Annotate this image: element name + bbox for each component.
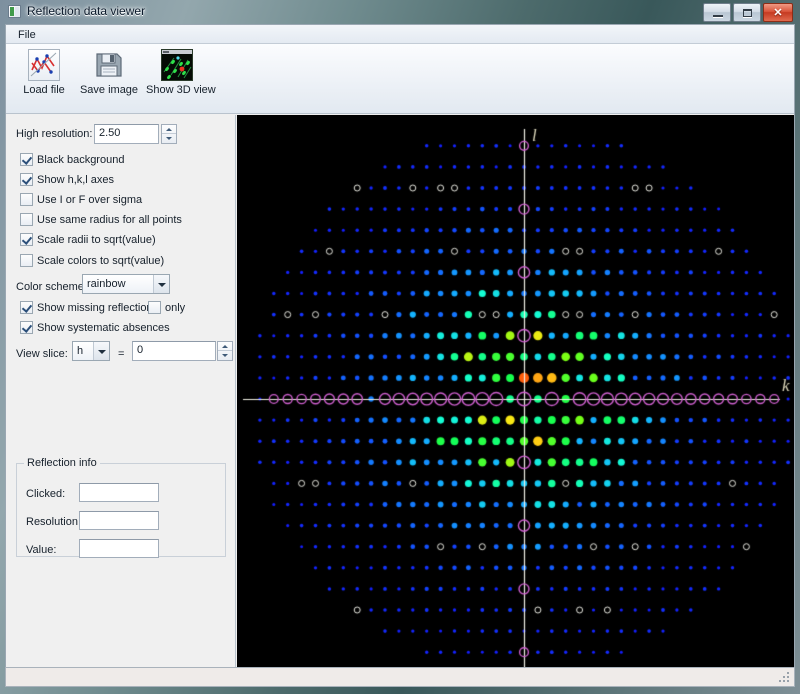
label-use-i-or-f-over-sigma: Use I or F over sigma: [37, 194, 143, 206]
maximize-button[interactable]: [733, 3, 761, 22]
checkbox-use-same-radius[interactable]: [20, 213, 33, 226]
slice-stepper-down-icon[interactable]: [218, 351, 232, 360]
label-scale-radii-sqrt: Scale radii to sqrt(value): [37, 234, 156, 246]
checkbox-show-missing-reflections[interactable]: [20, 301, 33, 314]
show-3d-view-icon: [161, 49, 193, 81]
label-show-missing-reflections: Show missing reflections: [37, 302, 159, 314]
stepper-up-icon[interactable]: [162, 125, 176, 134]
reflection-info-title: Reflection info: [24, 457, 100, 469]
minimize-icon: [713, 15, 723, 17]
toolbar: Load file Save image: [6, 44, 794, 114]
chevron-down-icon-axis[interactable]: [93, 342, 109, 360]
checkbox-scale-radii-sqrt[interactable]: [20, 233, 33, 246]
minimize-button[interactable]: [703, 3, 731, 22]
menu-bar: File: [6, 25, 794, 44]
title-bar: Reflection data viewer ✕: [0, 0, 800, 23]
checkbox-show-hkl-axes[interactable]: [20, 173, 33, 186]
status-bar: [5, 667, 795, 687]
save-image-icon: [93, 49, 125, 81]
save-image-button[interactable]: Save image: [78, 49, 140, 96]
maximize-icon: [743, 9, 752, 17]
reflection-plot-area[interactable]: [237, 115, 794, 683]
show-3d-view-label: Show 3D view: [146, 84, 216, 96]
save-image-label: Save image: [79, 84, 139, 96]
color-scheme-value: rainbow: [87, 278, 126, 290]
high-resolution-stepper[interactable]: [161, 124, 177, 144]
label-show-hkl-axes: Show h,k,l axes: [37, 174, 115, 186]
view-slice-axis-value: h: [77, 345, 84, 357]
client-area: File Load file: [5, 24, 795, 684]
view-slice-stepper[interactable]: [217, 341, 233, 361]
color-scheme-label: Color scheme:: [16, 281, 87, 293]
close-icon: ✕: [773, 7, 783, 19]
high-resolution-label: High resolution:: [16, 128, 93, 140]
clicked-value-field[interactable]: [79, 483, 159, 502]
view-slice-axis-select[interactable]: h: [72, 341, 110, 361]
checkbox-show-systematic-absences[interactable]: [20, 321, 33, 334]
checkbox-scale-colors-sqrt[interactable]: [20, 254, 33, 267]
reflection-plot-canvas[interactable]: [237, 115, 794, 683]
resize-grip-icon[interactable]: [779, 672, 791, 684]
resolution-value-field[interactable]: [79, 511, 159, 530]
label-scale-colors-sqrt: Scale colors to sqrt(value): [37, 255, 165, 267]
load-file-label: Load file: [23, 84, 65, 96]
resolution-label: Resolution:: [26, 516, 82, 528]
high-resolution-input[interactable]: 2.50: [94, 124, 159, 144]
show-3d-view-button[interactable]: Show 3D view: [146, 49, 216, 96]
load-file-button[interactable]: Load file: [18, 49, 70, 96]
label-use-same-radius: Use same radius for all points: [37, 214, 182, 226]
control-panel: High resolution: 2.50 Black background S…: [6, 115, 236, 683]
checkbox-black-background[interactable]: [20, 153, 33, 166]
view-slice-equals: =: [118, 348, 125, 360]
color-scheme-select[interactable]: rainbow: [82, 274, 170, 294]
stepper-down-icon[interactable]: [162, 134, 176, 143]
value-label: Value:: [26, 544, 57, 556]
app-icon: [8, 5, 21, 18]
window-title: Reflection data viewer: [27, 4, 146, 18]
label-black-background: Black background: [37, 154, 125, 166]
view-slice-index-input[interactable]: 0: [132, 341, 216, 361]
load-file-icon: [28, 49, 60, 81]
checkbox-use-i-or-f-over-sigma[interactable]: [20, 193, 33, 206]
clicked-label: Clicked:: [26, 488, 66, 500]
label-missing-only: only: [165, 302, 186, 314]
slice-stepper-up-icon[interactable]: [218, 342, 232, 351]
checkbox-missing-only[interactable]: [148, 301, 161, 314]
view-slice-label: View slice:: [16, 348, 68, 360]
value-value-field[interactable]: [79, 539, 159, 558]
menu-item-file[interactable]: File: [18, 29, 36, 41]
close-button[interactable]: ✕: [763, 3, 793, 22]
chevron-down-icon[interactable]: [153, 275, 169, 293]
label-show-systematic-absences: Show systematic absences: [37, 322, 170, 334]
